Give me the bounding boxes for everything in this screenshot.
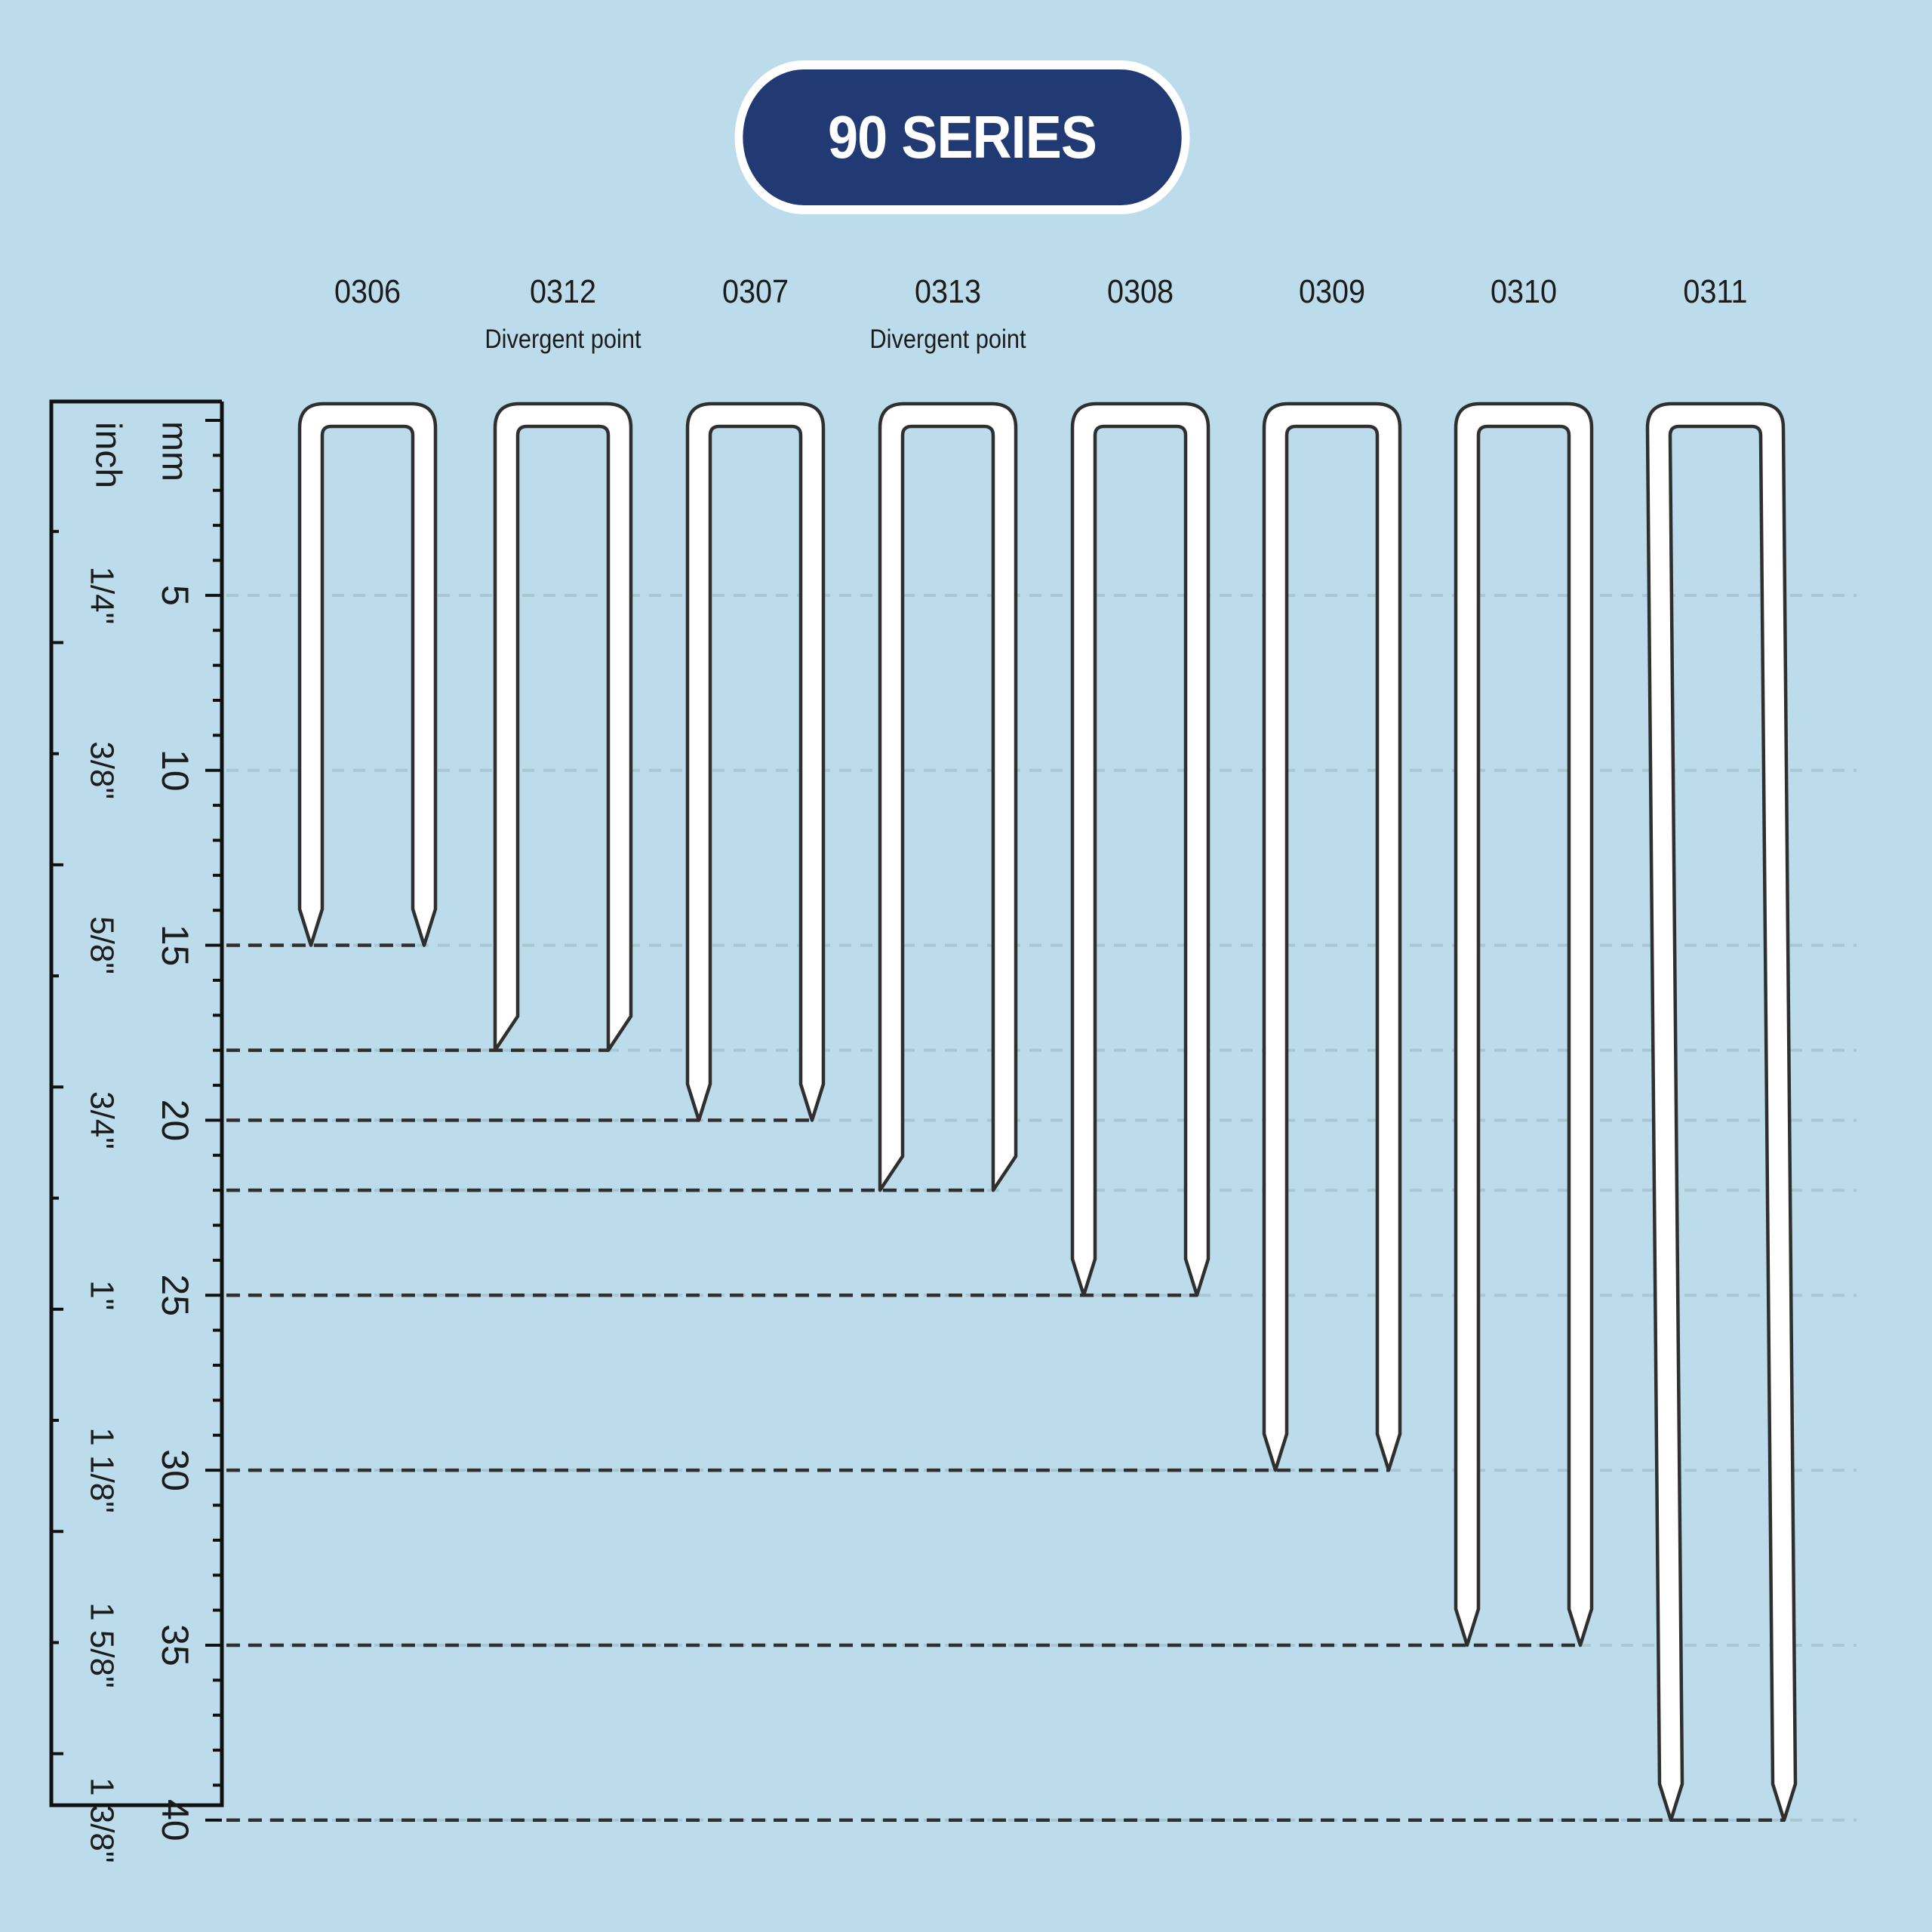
staple-code-0308: 0308 [1106, 273, 1174, 310]
staple-code-0309: 0309 [1298, 273, 1366, 310]
ruler-frame [49, 399, 224, 1807]
mm-unit-label: mm [154, 421, 194, 481]
inch-scale-label: 5/8" [83, 916, 120, 974]
staple-0306 [297, 401, 438, 947]
mm-scale-label: 40 [154, 1799, 196, 1841]
staple-0310 [1454, 401, 1594, 1647]
mm-scale-label: 5 [154, 585, 196, 606]
staple-code-0312: 0312 [529, 273, 597, 310]
inch-scale-label: 1 3/8" [83, 1777, 120, 1863]
mm-scale-label: 25 [154, 1274, 196, 1316]
mm-scale-label: 30 [154, 1449, 196, 1491]
mm-scale-label: 20 [154, 1100, 196, 1142]
inch-scale-label: 3/8" [83, 741, 120, 799]
inch-unit-label: inch [88, 422, 128, 488]
inch-scale-label: 1" [83, 1280, 120, 1310]
staple-0312 [493, 401, 633, 1052]
staple-0307 [685, 401, 826, 1122]
series-title: 90 SERIES [734, 60, 1190, 214]
series-title-text: 90 SERIES [827, 103, 1097, 171]
mm-scale-label: 10 [154, 749, 196, 792]
mm-scale-label: 35 [154, 1624, 196, 1666]
staple-0311 [1645, 401, 1798, 1823]
inch-scale-label: 3/4" [83, 1091, 120, 1149]
staple-0313 [878, 401, 1018, 1192]
staple-0309 [1262, 401, 1402, 1472]
mm-scale-label: 15 [154, 924, 196, 967]
staple-0308 [1070, 401, 1211, 1297]
staple-note-0312: Divergent point [485, 325, 641, 354]
staple-code-0307: 0307 [721, 273, 789, 310]
staple-code-0310: 0310 [1490, 273, 1558, 310]
inch-scale-label: 1 5/8" [83, 1602, 120, 1687]
inch-scale-label: 1 1/8" [83, 1427, 120, 1512]
staple-code-0313: 0313 [914, 273, 982, 310]
staple-code-0306: 0306 [334, 273, 401, 310]
inch-scale-label: 1/4" [83, 566, 120, 624]
staple-note-0313: Divergent point [869, 325, 1026, 354]
staple-code-0311: 0311 [1683, 273, 1748, 310]
